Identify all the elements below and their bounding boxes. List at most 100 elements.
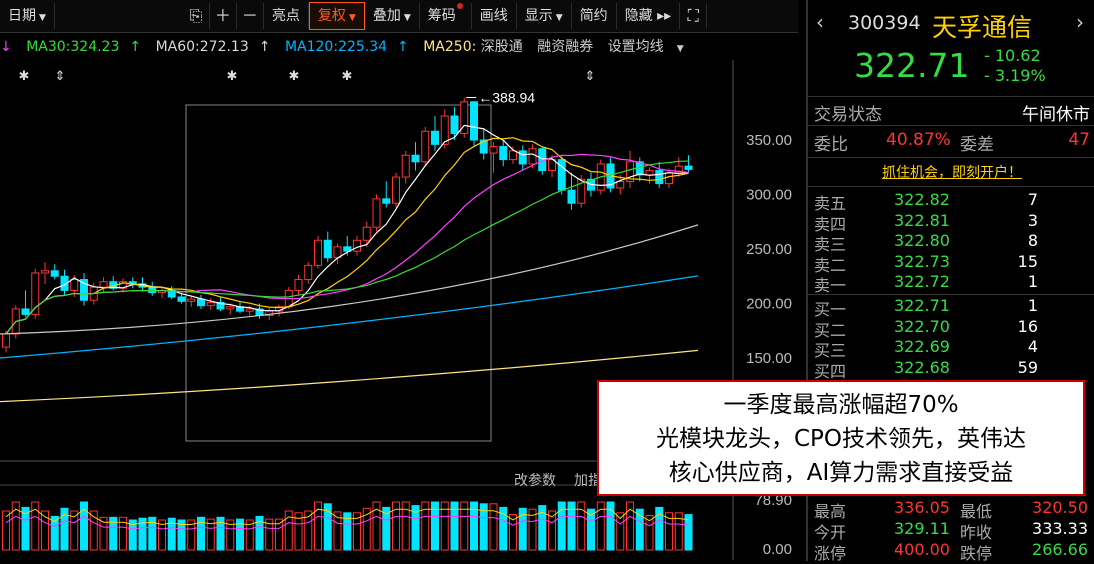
chips-button[interactable]: 筹码 [420,3,472,29]
candle-body [245,308,254,312]
volume-bar [31,501,40,551]
edit-params-tab[interactable]: 改参数 [514,472,556,488]
period-selector[interactable]: 日期 ▼ [0,3,55,29]
adjust-label: 复权 [317,8,346,24]
volume-bar [197,516,205,551]
volume-bar [509,514,517,551]
annotation-line-2: 光模块龙头，CPO技术领先，英伟达 [655,426,1027,452]
volume-bar [499,506,508,551]
ask-label: 卖五 [814,194,847,213]
event-marker-icon[interactable]: ✱ [289,69,300,84]
lock-icon[interactable]: ⎘ [183,3,210,29]
volume-bar [528,508,537,551]
candle-body [206,301,215,307]
candle-body [411,154,420,163]
hide-button[interactable]: 隐藏 ▸▸ [617,3,681,29]
volume-bar [343,512,352,551]
stock-header: ‹ 300394 天孚通信 › [808,8,1094,42]
forward-icon[interactable]: › [1076,10,1084,34]
candle-body [616,180,625,189]
ask-price: 322.81 [894,210,950,230]
event-marker-icon[interactable]: ✱ [19,69,30,84]
promo-banner[interactable]: 抓住机会，即刻开户！ [808,162,1094,184]
volume-bar [489,503,498,551]
hide-label: 隐藏 [624,8,653,24]
ma-settings-link[interactable]: 设置均线 ▼ [607,39,684,55]
event-marker-icon[interactable]: ⇕ [55,69,66,84]
hk-connect-link[interactable]: 深股通 [480,39,523,55]
divider [808,186,1094,187]
volume-bar [665,512,673,551]
volume-bar [119,516,127,551]
kline-chart[interactable]: ←388.94 350.00 300.00 250.00 200.00 150.00 78.… [0,60,805,561]
bid-price: 322.70 [894,316,950,336]
candle-body [148,286,157,294]
volume-bar [645,515,654,551]
candle-body [479,139,488,154]
simple-button[interactable]: 简约 [572,3,617,29]
stat-label: 跌停 [960,544,993,563]
candle-body [80,279,88,301]
zoom-in-icon[interactable]: ＋ [210,3,237,29]
event-marker-icon[interactable]: ✱ [342,69,353,84]
high-price-label: ←388.94 [478,89,535,105]
volume-bar [60,507,69,551]
overlay-button[interactable]: 叠加 ▼ [365,3,420,29]
adjust-button[interactable]: 复权 ▼ [308,2,365,30]
candle-body [60,275,69,291]
event-marker-icon[interactable]: ✱ [227,69,238,84]
candle-body [440,115,449,145]
bid-label: 买三 [814,341,847,360]
volume-bar [80,501,88,551]
status-label: 交易状态 [814,105,882,125]
chevron-down-icon: ▼ [403,13,411,23]
ask-label: 卖四 [814,214,847,234]
volume-bar [518,507,527,551]
highlight-button[interactable]: 亮点 [264,3,309,29]
candle-body [99,281,108,288]
volume-bar [206,518,215,551]
candle-body [41,270,49,274]
draw-line-button[interactable]: 画线 [472,3,517,29]
volume-bar [431,501,439,551]
zoom-out-icon[interactable]: － [237,3,264,29]
candle-body [31,272,40,315]
selection-box[interactable] [185,104,492,442]
fullscreen-icon[interactable]: ⛶ [680,3,708,29]
stat-label: 昨收 [960,523,993,542]
back-icon[interactable]: ‹ [816,10,824,34]
news-annotation-box: 一季度最高涨幅超70% 光模块龙头，CPO技术领先，英伟达 核心供应商，AI算力… [597,380,1085,496]
volume-bar [557,501,566,551]
candle-body [353,239,361,252]
candle-body [382,198,391,204]
candle-body [460,101,469,134]
stat-value: 336.05 [894,498,950,517]
bid-label: 买二 [814,320,847,340]
volume-bar [538,505,547,551]
ma5-line [5,124,689,335]
volume-bar [401,501,410,551]
bid-row: 买一 322.71 1 [808,296,1094,319]
ma250-value: MA250: [423,39,477,55]
margin-link[interactable]: 融资融券 [537,39,594,55]
candle-body [294,279,303,291]
candle-body [655,170,664,185]
price-change-pct: - 3.19% [984,66,1046,85]
chevron-down-icon: ▼ [39,13,46,23]
candle-body [21,308,30,315]
stat-label: 今开 [814,523,847,542]
candle-body [489,146,498,154]
candle-body [314,239,322,266]
display-button[interactable]: 显示 ▼ [517,3,572,29]
ma120-line [0,275,699,359]
candle-body [372,198,381,228]
volume-tick-label: 78.90 [754,492,792,509]
volume-bar [50,515,59,551]
volume-bar [626,501,634,551]
notification-dot-icon [456,3,463,9]
event-marker-icon[interactable]: ⇕ [585,69,596,84]
volume-bar [635,508,644,551]
stat-row: 今开 329.11 昨收 333.33 [808,519,1094,542]
volume-bar [138,517,147,551]
stat-value: 400.00 [894,540,950,559]
